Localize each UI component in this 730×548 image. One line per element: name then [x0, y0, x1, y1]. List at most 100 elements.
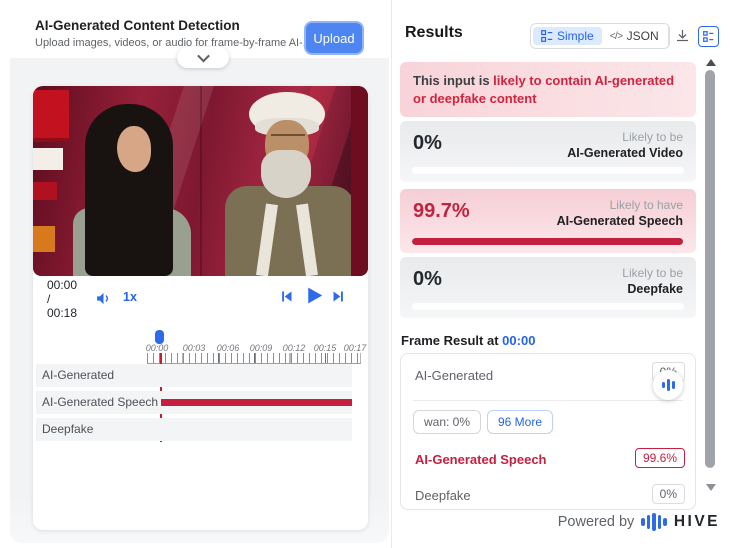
- studio-right-panel: [351, 86, 368, 276]
- timeline-ruler[interactable]: [147, 353, 361, 364]
- collapse-header-button[interactable]: [177, 47, 229, 68]
- score-qualifier: Likely to be: [622, 266, 683, 280]
- score-card-ai-video: 0% Likely to be AI-Generated Video: [400, 121, 696, 182]
- score-label: AI-Generated Video: [567, 146, 683, 160]
- speech-detection-bar: [161, 399, 352, 406]
- scroll-up-icon[interactable]: [706, 59, 716, 66]
- frame-card-divider: [413, 400, 683, 401]
- detection-alert: This input is likely to contain AI-gener…: [400, 62, 696, 117]
- video-player-card: 00:00 / 00:18 1x 00:00 00:03 00:06 00:: [33, 86, 368, 530]
- volume-icon[interactable]: [95, 290, 112, 312]
- frame-speech-score-badge: 99.6%: [634, 448, 685, 468]
- wave-bar: [661, 382, 665, 388]
- track-label: AI-Generated Speech: [42, 395, 159, 409]
- hive-logo-bar: [646, 515, 651, 529]
- score-progress-track: [412, 303, 684, 310]
- track-row-ai-generated: AI-Generated: [36, 364, 352, 387]
- timeline-tick-label: 00:06: [216, 343, 240, 353]
- detection-panel: AI-Generated Content Detection Upload im…: [10, 0, 392, 548]
- page-title: AI-Generated Content Detection: [35, 18, 240, 33]
- playback-speed-button[interactable]: 1x: [123, 290, 137, 304]
- hive-logo-bar: [657, 515, 662, 529]
- studio-side-block: [33, 226, 55, 252]
- score-percent: 0%: [413, 268, 442, 290]
- studio-side-block: [33, 182, 57, 200]
- code-icon: </>: [609, 30, 623, 42]
- guest-glasses: [271, 134, 305, 136]
- track-row-deepfake: Deepfake: [36, 418, 352, 441]
- score-card-deepfake: 0% Likely to be Deepfake: [400, 257, 696, 318]
- split-screen-seam: [200, 86, 202, 276]
- timeline-tick-label: 00:12: [282, 343, 306, 353]
- time-display: 00:00 / 00:18: [47, 278, 77, 320]
- score-caption: Likely to have AI-Generated Speech: [557, 198, 683, 228]
- download-icon[interactable]: [675, 28, 690, 48]
- hive-brand-text: HIVE: [673, 513, 720, 530]
- tab-json[interactable]: </> JSON: [602, 27, 667, 45]
- alert-highlight: likely to contain AI-generated or deepfa…: [413, 73, 675, 106]
- simple-view-icon: [541, 30, 553, 42]
- current-time: 00:00: [47, 278, 78, 292]
- score-progress-track: [412, 238, 684, 245]
- tab-json-label: JSON: [626, 29, 659, 43]
- wave-bar: [671, 381, 675, 389]
- view-toggle: Simple </> JSON: [530, 23, 670, 49]
- play-icon[interactable]: [303, 285, 324, 311]
- frame-result-heading: Frame Result at 00:00: [401, 333, 535, 348]
- score-caption: Likely to be Deepfake: [622, 266, 683, 296]
- hive-logo-icon: [641, 513, 667, 531]
- frame-result-card: AI-Generated 0% wan: 0% 96 More AI-Gener…: [400, 353, 696, 510]
- powered-by-hive-link[interactable]: Powered by HIVE: [558, 513, 720, 531]
- score-card-ai-speech: 99.7% Likely to have AI-Generated Speech: [400, 189, 696, 253]
- studio-logo-block: [33, 90, 69, 142]
- hive-logo-bar: [641, 518, 645, 526]
- score-label: AI-Generated Speech: [556, 214, 683, 228]
- results-title: Results: [405, 24, 463, 41]
- scrollbar-thumb[interactable]: [705, 70, 715, 468]
- track-row-ai-generated-speech: AI-Generated Speech: [36, 391, 352, 414]
- frame-result-text: Frame Result at: [401, 333, 499, 348]
- studio-caption-block: [33, 148, 63, 170]
- upload-button[interactable]: Upload: [304, 21, 364, 55]
- track-label: AI-Generated: [42, 368, 115, 382]
- timeline-tick-label: 00:09: [249, 343, 273, 353]
- tab-simple-label: Simple: [557, 29, 594, 43]
- report-icon: [703, 31, 714, 42]
- score-progress-fill: [412, 238, 684, 245]
- duration: 00:18: [47, 306, 78, 320]
- timeline-tick-label: 00:00: [145, 343, 169, 353]
- audio-waveform-icon[interactable]: [653, 370, 683, 400]
- guest-body: [225, 186, 355, 276]
- skip-back-icon[interactable]: [279, 289, 294, 309]
- timeline-playhead[interactable]: [155, 330, 164, 344]
- alert-prefix: This input is: [413, 73, 494, 88]
- more-classes-button[interactable]: 96 More: [487, 410, 554, 434]
- chevron-down-icon: [196, 49, 210, 63]
- score-caption: Likely to be AI-Generated Video: [567, 130, 683, 160]
- hive-logo-bar: [663, 518, 667, 526]
- toolbar-divider: [668, 27, 669, 46]
- results-panel: Results Simple </> JSON: [392, 0, 730, 548]
- score-percent: 99.7%: [413, 200, 470, 222]
- timeline-tick-label: 00:17: [343, 343, 367, 353]
- scroll-down-icon[interactable]: [706, 484, 716, 491]
- class-chip-wan: wan: 0%: [413, 410, 482, 434]
- wave-bar: [666, 379, 670, 391]
- score-label: Deepfake: [627, 282, 683, 296]
- score-qualifier: Likely to have: [609, 198, 683, 212]
- frame-result-timestamp[interactable]: 00:00: [502, 333, 536, 348]
- score-progress-track: [412, 167, 684, 174]
- report-view-button[interactable]: [698, 26, 719, 47]
- tab-simple[interactable]: Simple: [533, 27, 602, 45]
- frame-speech-label: AI-Generated Speech: [415, 452, 547, 467]
- skip-forward-icon[interactable]: [331, 289, 346, 309]
- time-separator: /: [47, 292, 51, 306]
- track-label: Deepfake: [42, 422, 94, 436]
- timeline-tick-label: 00:03: [182, 343, 206, 353]
- frame-deepfake-score-badge: 0%: [651, 484, 685, 504]
- page-subtitle: Upload images, videos, or audio for fram…: [35, 37, 312, 49]
- frame-deepfake-label: Deepfake: [415, 488, 471, 503]
- video-frame[interactable]: [33, 86, 368, 276]
- host-face: [117, 126, 151, 172]
